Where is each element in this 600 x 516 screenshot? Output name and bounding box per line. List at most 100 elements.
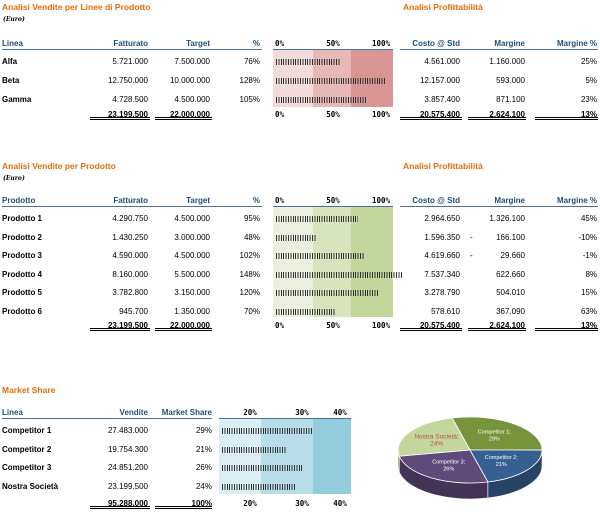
col-header-target: Target — [186, 39, 210, 48]
cell-margine-pct: -10% — [578, 232, 597, 242]
cell-margine: 29.660 — [500, 251, 525, 260]
row-name: Competitor 3 — [2, 463, 52, 472]
total-fatturato: 23.199.500 — [107, 110, 148, 119]
cell-share: 29% — [195, 426, 212, 435]
row-name: Beta — [2, 76, 20, 85]
unit-label: (Euro) — [3, 175, 25, 182]
cell-margine-pct: 25% — [580, 57, 597, 66]
col-header-pct: % — [252, 39, 260, 48]
cell-target: 4.500.000 — [174, 214, 210, 223]
scale-label: 100% — [371, 196, 390, 205]
total-vendite: 95.288.000 — [107, 499, 148, 508]
cell-fatturato: 5.721.000 — [112, 57, 148, 66]
scale-label: 40% — [333, 499, 347, 508]
cell-margine: 593.000 — [496, 76, 525, 85]
scale-label: 0% — [275, 39, 285, 48]
total-target: 22.000.000 — [169, 110, 210, 119]
share-bar — [222, 446, 288, 453]
total-margine-pct: 13% — [580, 110, 597, 119]
profit-section-title: Analisi Profittabilità — [403, 161, 483, 171]
share-bar — [222, 465, 303, 471]
cell-costo: 1.596.350 — [424, 232, 460, 242]
band-high — [313, 419, 351, 494]
cell-fatturato: 1.430.250 — [112, 232, 148, 242]
cell-costo: 12.157.000 — [419, 76, 460, 85]
cell-fatturato: 3.782.800 — [112, 288, 148, 297]
profit-section-title: Analisi Profittabilità — [403, 2, 483, 12]
row-name: Alfa — [2, 57, 18, 66]
cell-pct: 148% — [239, 269, 260, 279]
band-mid — [313, 207, 351, 317]
progress-bar — [276, 216, 358, 222]
cell-margine: 1.160.000 — [489, 57, 525, 66]
col-header-margine: Margine — [494, 196, 525, 205]
cell-pct: 102% — [239, 251, 260, 260]
cell-margine-pct: 5% — [585, 76, 597, 85]
cell-target: 5.500.000 — [174, 269, 210, 279]
scale-label: 30% — [295, 499, 309, 508]
unit-label: (Euro) — [3, 16, 25, 23]
row-name: Competitor 2 — [2, 444, 52, 454]
col-header-margine-pct: Margine % — [556, 39, 597, 48]
scale-label: 100% — [371, 321, 390, 330]
cell-margine: 166.100 — [496, 232, 525, 242]
cell-target: 4.500.000 — [174, 95, 210, 104]
cell-fatturato: 8.160.000 — [112, 269, 148, 279]
cell-vendite: 27.483.000 — [107, 426, 148, 435]
cell-margine-pct: 23% — [580, 95, 597, 104]
section-title: Analisi Vendite per Prodotto — [2, 161, 116, 171]
col-header-pct: % — [252, 196, 260, 205]
cell-target: 3.150.000 — [174, 288, 210, 297]
progress-bar — [276, 253, 364, 259]
cell-margine: 504.010 — [496, 288, 525, 297]
row-name: Prodotto 3 — [2, 251, 42, 260]
pie-label: Nostra Società; 24% — [414, 433, 459, 447]
cell-costo: 7.537.340 — [424, 269, 460, 279]
scale-label: 100% — [371, 110, 390, 119]
scale-label: 100% — [371, 39, 390, 48]
cell-fatturato: 12.750.000 — [107, 76, 148, 85]
cell-margine-pct: 45% — [580, 214, 597, 223]
market-share-pie-chart: Competitor 1; 29% Competitor 2; 21% Competit… — [397, 416, 543, 500]
scale-label: 50% — [326, 110, 340, 119]
section-title: Analisi Vendite per Linee di Prodotto — [2, 2, 151, 12]
col-header-linea: Linea — [2, 39, 23, 48]
cell-fatturato: 4.590.000 — [112, 251, 148, 260]
cell-fatturato: 4.728.500 — [112, 95, 148, 104]
row-name: Prodotto 4 — [2, 269, 42, 279]
row-name: Prodotto 2 — [2, 232, 42, 242]
row-name: Gamma — [2, 95, 32, 104]
pie-label: Competitor 2; 21% — [485, 455, 518, 468]
scale-label: 0% — [275, 110, 285, 119]
cell-pct: 128% — [239, 76, 260, 85]
cell-margine: 1.326.100 — [489, 214, 525, 223]
col-header-target: Target — [186, 196, 210, 205]
total-margine: 2.624.100 — [489, 321, 525, 330]
pie-slice — [451, 416, 543, 451]
cell-fatturato: 4.290.750 — [112, 214, 148, 223]
cell-pct: 95% — [243, 214, 260, 223]
row-name: Nostra Società — [2, 481, 59, 491]
cell-costo: 4.619.660 — [424, 251, 460, 260]
progress-bar — [276, 271, 404, 278]
total-costo: 20.575.400 — [419, 321, 460, 330]
scale-label: 50% — [326, 39, 340, 48]
total-fatturato: 23.199.500 — [107, 321, 148, 330]
section-title: Market Share — [2, 385, 56, 395]
scale-label: 20% — [243, 408, 257, 417]
cell-share: 21% — [195, 444, 212, 454]
band-low — [273, 207, 313, 317]
cell-share: 24% — [195, 481, 212, 491]
col-header-margine-pct: Margine % — [556, 196, 597, 205]
cell-pct: 48% — [243, 232, 260, 242]
cell-costo: 578.610 — [431, 306, 460, 316]
total-share: 100% — [191, 499, 212, 508]
progress-bar — [276, 59, 342, 65]
cell-target: 4.500.000 — [174, 251, 210, 260]
scale-label: 0% — [275, 321, 285, 330]
scale-label: 40% — [333, 408, 347, 417]
col-header-margine: Margine — [494, 39, 525, 48]
cell-margine: 871.100 — [496, 95, 525, 104]
col-header-market-share: Market Share — [161, 408, 212, 417]
col-header-fatturato: Fatturato — [113, 39, 148, 48]
